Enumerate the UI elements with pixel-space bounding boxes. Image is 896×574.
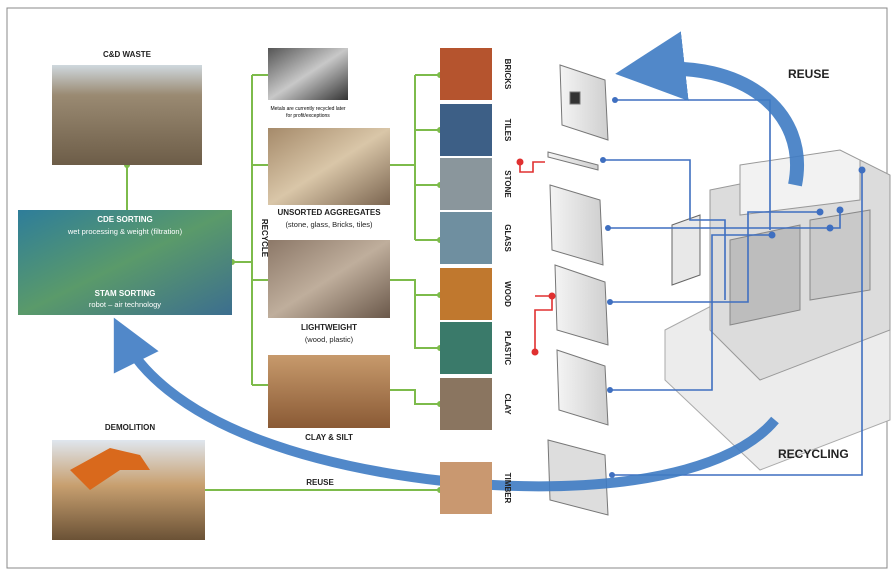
recycle-label: RECYCLE: [260, 219, 269, 258]
metals-note: for profit/exceptions: [286, 113, 330, 119]
cd-waste-photo: [52, 65, 202, 165]
metals-photo: [268, 48, 348, 100]
panels: [548, 65, 608, 515]
material-photo: [440, 212, 492, 264]
building: [665, 150, 890, 470]
material-photo: [440, 322, 492, 374]
material-photo: [440, 378, 492, 430]
material-label: PLASTIC: [503, 331, 512, 365]
material-photo: [440, 268, 492, 320]
lightweight-label: LIGHTWEIGHT: [301, 323, 357, 332]
cd-waste-label: C&D WASTE: [103, 50, 152, 59]
material-label: TILES: [503, 119, 512, 142]
clay-silt-label: CLAY & SILT: [305, 433, 353, 442]
aggregates-photo: [268, 128, 390, 205]
material-label: GLASS: [503, 224, 512, 252]
demolition-label: DEMOLITION: [105, 423, 155, 432]
lightweight-sub: (wood, plastic): [305, 335, 354, 344]
material-photo: [440, 104, 492, 156]
stam-label: STAM SORTING: [95, 289, 156, 298]
material-photo: [440, 462, 492, 514]
cde-label: CDE SORTING: [97, 215, 153, 224]
recycling-label: RECYCLING: [778, 447, 849, 461]
stam-sub: robot – air technology: [89, 300, 161, 309]
material-label: TIMBER: [503, 473, 512, 504]
material-photo: [440, 158, 492, 210]
reuse-label: REUSE: [788, 67, 829, 81]
lightweight-photo: [268, 240, 390, 318]
material-photo: [440, 48, 492, 100]
clay-photo: [268, 355, 390, 428]
material-label: CLAY: [503, 393, 512, 415]
cde-sub: wet processing & weight (filtration): [67, 227, 183, 236]
material-label: BRICKS: [503, 59, 512, 90]
material-label: STONE: [503, 170, 512, 198]
reuse-line-label: REUSE: [306, 478, 334, 487]
unsorted-label: UNSORTED AGGREGATES: [277, 208, 381, 217]
material-label: WOOD: [503, 281, 512, 307]
unsorted-sub: (stone, glass, Bricks, tiles): [285, 220, 373, 229]
diagram: REUSE RECYCLING C&D WASTE CDE SORTING we…: [0, 0, 896, 574]
metals-note: Metals are currently recycled later: [270, 106, 345, 112]
